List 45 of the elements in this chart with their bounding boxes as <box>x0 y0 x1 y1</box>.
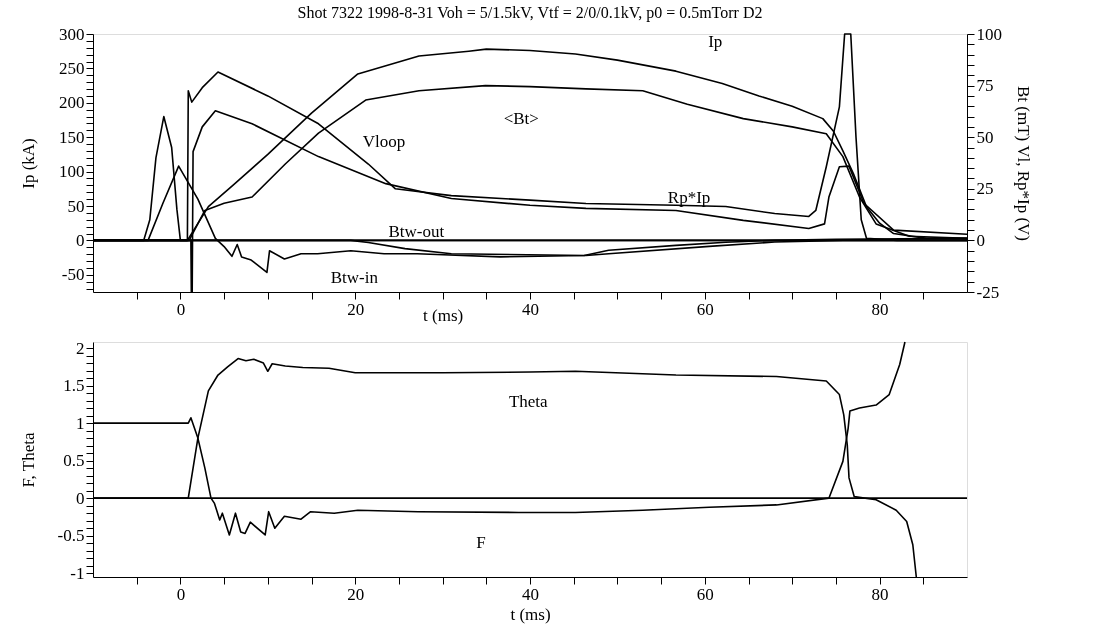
x-axis-title: t (ms) <box>423 305 464 325</box>
y-tick-label: 50 <box>67 196 85 216</box>
x-tick-label: 60 <box>696 584 714 604</box>
y-tick-label: 1 <box>76 413 85 433</box>
y-tick-label: 0 <box>76 230 85 250</box>
y2-tick-label: 75 <box>976 76 994 96</box>
series-label: F <box>476 532 486 552</box>
y-tick-label: 2 <box>76 338 85 358</box>
y-tick-label: 250 <box>59 58 85 78</box>
y-tick-label: 100 <box>59 162 85 182</box>
y-tick-label: 300 <box>59 24 85 44</box>
series-label: <Bt> <box>503 109 539 129</box>
x-axis-title: t (ms) <box>510 604 551 624</box>
series-label: Btw-in <box>330 268 379 288</box>
y-tick-label: 1.5 <box>63 376 85 396</box>
y-tick-label: 0.5 <box>63 451 85 471</box>
y-tick-label: -1 <box>70 563 85 583</box>
x-tick-label: 20 <box>347 299 365 319</box>
y2-tick-label: 100 <box>976 24 1002 44</box>
y2-tick-label: 25 <box>976 179 994 199</box>
x-tick-label: 80 <box>871 584 889 604</box>
series-label: Ip <box>708 31 723 51</box>
series-label: Theta <box>508 391 549 411</box>
y2-tick-label: 50 <box>976 127 994 147</box>
y2-tick-label: -25 <box>976 282 1000 302</box>
x-tick-label: 40 <box>522 299 539 319</box>
y-tick-label: 150 <box>59 127 85 147</box>
y2-tick-label: 0 <box>976 230 985 250</box>
y2-axis-title: Bt (mT) Vl, Rp*Ip (V) <box>1014 85 1033 242</box>
x-tick-label: 40 <box>522 584 539 604</box>
x-tick-label: 20 <box>347 584 365 604</box>
y-tick-label: -50 <box>61 265 85 285</box>
y-axis-title: Ip (kA) <box>18 138 38 189</box>
x-tick-label: 80 <box>871 299 889 319</box>
x-tick-label: 60 <box>696 299 714 319</box>
series-label: Vloop <box>362 132 406 152</box>
y-tick-label: 200 <box>59 93 85 113</box>
series-label: Btw-out <box>388 221 445 241</box>
x-tick-label: 0 <box>176 299 186 319</box>
chart-title: Shot 7322 1998-8-31 Voh = 5/1.5kV, Vtf = 2/0/0.1kV, p0 = 0.5mTorr D2 <box>297 4 763 22</box>
y-tick-label: 0 <box>76 488 85 508</box>
series-label: Rp*Ip <box>667 187 711 207</box>
y-tick-label: -0.5 <box>57 526 85 546</box>
x-tick-label: 0 <box>176 584 186 604</box>
y-axis-title: F, Theta <box>18 432 38 488</box>
